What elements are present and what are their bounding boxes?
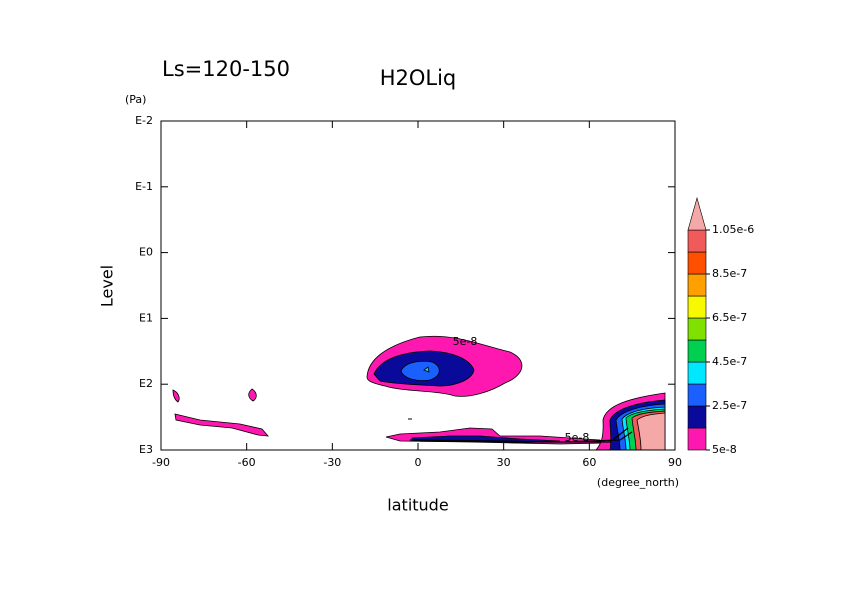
- colorbar-bin: [687, 405, 707, 429]
- colorbar-bin: [687, 295, 707, 319]
- x-tick-label: 60: [582, 456, 596, 469]
- colorbar-bin: [687, 339, 707, 363]
- y-unit: (Pa): [125, 93, 146, 106]
- contour-region: [636, 412, 666, 451]
- contour-line: [409, 427, 633, 443]
- colorbar-bin: [687, 317, 707, 341]
- contour-label: 5e-8: [565, 431, 590, 444]
- colorbar-bin: [687, 383, 707, 407]
- plot-frame: [160, 120, 676, 451]
- colorbar-bin: [687, 427, 707, 451]
- chart-subtitle: Ls=120-150: [162, 57, 290, 81]
- colorbar-extend: [687, 196, 707, 231]
- contour-field: [172, 335, 666, 451]
- x-tick-label: -30: [323, 456, 341, 469]
- x-tick-label: 90: [668, 456, 682, 469]
- colorbar-label: 6.5e-7: [712, 311, 747, 324]
- x-tick-label: 0: [415, 456, 422, 469]
- x-unit: (degree_north): [597, 476, 679, 489]
- colorbar-label: 1.05e-6: [712, 223, 754, 236]
- y-tick-label: E-1: [135, 180, 153, 193]
- y-tick-label: E1: [139, 311, 153, 324]
- contour-label: 5e-8: [453, 335, 478, 348]
- colorbar-bin: [687, 273, 707, 297]
- colorbar-label: 5e-8: [712, 443, 737, 456]
- contour-region: [248, 388, 257, 402]
- colorbar-bin: [687, 361, 707, 385]
- contour-region: [172, 389, 180, 403]
- colorbar-bin: [687, 251, 707, 275]
- x-tick-label: -60: [238, 456, 256, 469]
- x-axis-label: latitude: [387, 496, 448, 515]
- contour-region: [174, 413, 269, 437]
- colorbar-label: 4.5e-7: [712, 355, 747, 368]
- colorbar-label: 8.5e-7: [712, 267, 747, 280]
- colorbar-label: 2.5e-7: [712, 399, 747, 412]
- chart-title: H2OLiq: [380, 66, 457, 90]
- y-tick-label: E-2: [135, 114, 153, 127]
- colorbar-bin: [687, 229, 707, 253]
- y-axis-label: Level: [98, 265, 117, 307]
- contour-region: [423, 366, 430, 373]
- y-tick-label: E0: [139, 246, 153, 259]
- contour-region: [400, 360, 440, 381]
- x-tick-label: -90: [152, 456, 170, 469]
- y-tick-label: E3: [139, 443, 153, 456]
- y-tick-label: E2: [139, 377, 153, 390]
- x-tick-label: 30: [497, 456, 511, 469]
